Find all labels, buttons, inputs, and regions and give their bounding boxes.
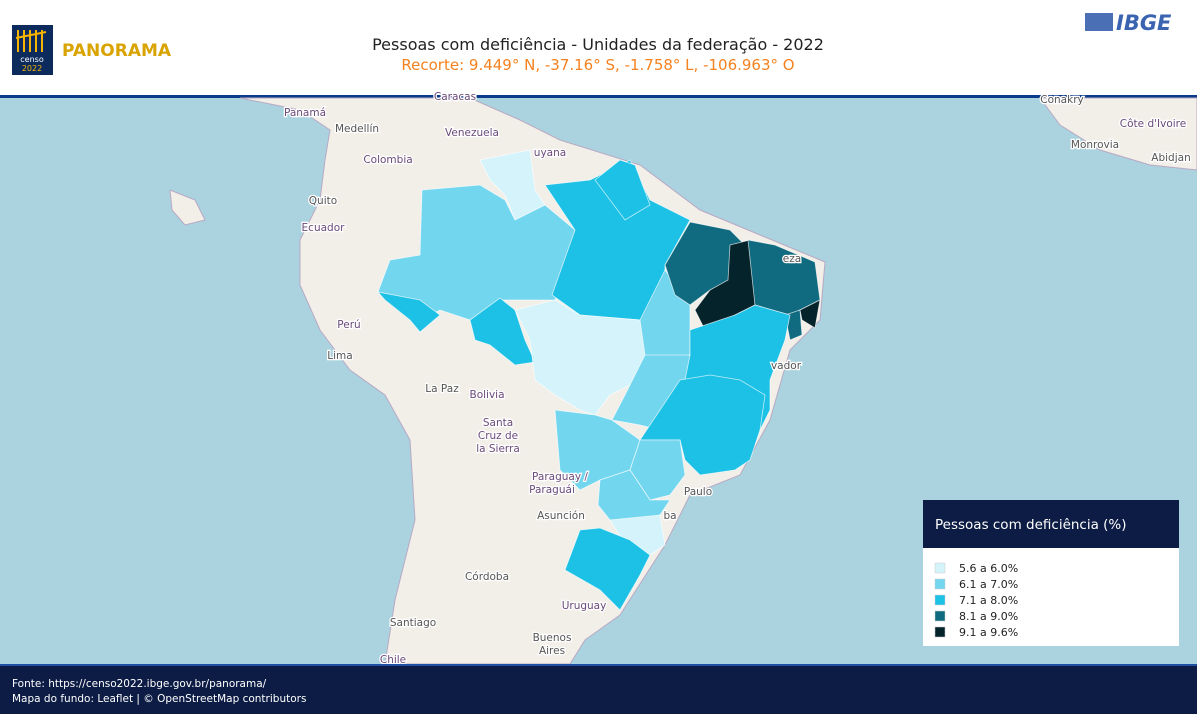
map-label: ba: [663, 510, 676, 522]
map-label: Santa: [483, 417, 513, 429]
map-label: Panamá: [284, 107, 326, 119]
legend-swatch: [934, 610, 946, 622]
map-label: Côte d'Ivoire: [1120, 118, 1186, 130]
map-label: Conakry: [1040, 94, 1083, 106]
footer-bg: [0, 664, 1197, 714]
logo-text: PANORAMA: [62, 41, 172, 61]
map-label: Ecuador: [302, 222, 346, 234]
legend-label: 5.6 a 6.0%: [959, 562, 1018, 575]
map-label: Chile: [380, 654, 406, 666]
map-label: Quito: [309, 195, 337, 207]
map-label: Córdoba: [465, 571, 509, 583]
state: [514, 299, 651, 416]
legend-title: Pessoas com deficiência (%): [935, 517, 1127, 533]
footer-source: Fonte: https://censo2022.ibge.gov.br/pan…: [12, 678, 267, 690]
map-label: Perú: [337, 319, 360, 331]
map-label: Abidjan: [1151, 152, 1190, 164]
brand: IBGE: [1116, 11, 1172, 35]
legend: Pessoas com deficiência (%) 5.6 a 6.0% 6.…: [923, 500, 1179, 646]
map-label: Caracas: [434, 91, 476, 103]
map-label: Monrovia: [1071, 139, 1119, 151]
legend-label: 8.1 a 9.0%: [959, 610, 1018, 623]
map-label: Cruz de: [478, 430, 518, 442]
title: Pessoas com deficiência - Unidades da fe…: [372, 35, 824, 54]
island: [169, 189, 206, 226]
map-label: Colombia: [363, 154, 412, 166]
map-label: Uruguay: [562, 600, 607, 612]
map-label: Medellín: [335, 123, 379, 135]
map-label: eza: [783, 253, 801, 265]
map-label: la Sierra: [476, 443, 520, 455]
subtitle: Recorte: 9.449° N, -37.16° S, -1.758° L,…: [401, 56, 794, 74]
map-label: Santiago: [390, 617, 436, 629]
map-label: vador: [771, 360, 802, 372]
map-label: Venezuela: [445, 127, 499, 139]
legend-label: 7.1 a 8.0%: [959, 594, 1018, 607]
map-label: uyana: [534, 147, 566, 159]
header-line: [0, 95, 1197, 98]
legend-header: [923, 500, 1179, 548]
map-label: Paulo: [684, 486, 712, 498]
header-bg: [0, 0, 1197, 98]
footer-credits: Mapa do fundo: Leaflet | © OpenStreetMap…: [12, 693, 306, 705]
map-label: Paraguay /: [532, 471, 588, 483]
state: [594, 159, 651, 221]
footer-line: [0, 664, 1197, 666]
legend-swatch: [934, 578, 946, 590]
state: [564, 527, 651, 611]
logo-sub: 2022: [22, 64, 42, 73]
land-africa: [1039, 97, 1197, 171]
state: [799, 299, 821, 329]
map-label: La Paz: [425, 383, 459, 395]
map-label: Aires: [539, 645, 565, 657]
logo-mark: [15, 30, 47, 52]
map-label: Asunción: [537, 510, 585, 522]
legend-label: 9.1 a 9.6%: [959, 626, 1018, 639]
map: Caracas Panamá Medellín Venezuela uyana Colom…: [0, 90, 1197, 667]
map-label: Lima: [327, 350, 352, 362]
logo-sub: censo: [20, 55, 44, 64]
state: [376, 291, 441, 333]
legend-swatch: [934, 562, 946, 574]
map-label: Buenos: [533, 632, 572, 644]
legend-swatch: [934, 626, 946, 638]
legend-label: 6.1 a 7.0%: [959, 578, 1018, 591]
map-label: Bolivia: [469, 389, 504, 401]
legend-swatch: [934, 594, 946, 606]
map-label: Paraguái: [529, 484, 575, 496]
brand-icon: [1085, 13, 1113, 31]
